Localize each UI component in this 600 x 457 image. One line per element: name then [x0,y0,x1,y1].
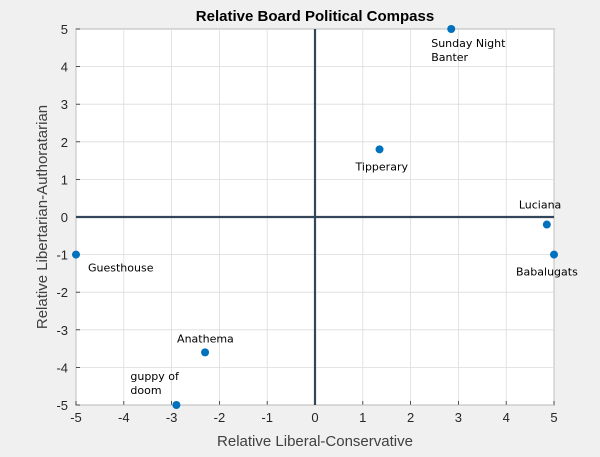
y-tick-label: 0 [61,210,68,225]
point-label: Babalugats [516,266,578,279]
x-axis-label: Relative Liberal-Conservative [217,433,413,450]
x-tick-label: 0 [311,410,318,425]
x-tick-label: -4 [118,410,130,425]
point-label: Sunday Night [431,37,506,50]
x-tick-label: 4 [503,410,510,425]
y-tick-label: 1 [61,172,68,187]
point-label: Guesthouse [88,262,154,275]
y-tick-label: -1 [56,248,68,263]
point-label: Tipperary [355,160,409,173]
y-tick-label: -3 [56,323,68,338]
x-tick-label: -3 [166,410,178,425]
axis-lines [76,29,554,405]
data-point [447,25,456,33]
data-point [542,220,551,229]
x-tick-label: -1 [261,410,273,425]
x-tick-label: 2 [407,410,414,425]
point-label: guppy of [130,370,180,383]
y-tick-label: 3 [61,97,68,112]
y-tick-label: 5 [61,22,68,37]
point-label: Luciana [519,199,561,212]
y-tick-label: -2 [56,285,68,300]
point-label: Banter [431,51,468,64]
data-point [172,401,181,409]
x-tick-labels: -5 -4 -3 -2 -1 0 1 2 3 4 5 [70,410,557,425]
data-point [72,250,80,259]
data-point [201,348,210,357]
y-tick-label: -5 [56,398,68,413]
point-label: doom [130,384,161,397]
x-tick-label: -2 [214,410,226,425]
y-tick-label: 4 [61,60,68,75]
y-tick-label: -4 [56,360,68,375]
y-tick-labels: -5 -4 -3 -2 -1 0 1 2 3 4 5 [56,22,68,413]
chart-title: Relative Board Political Compass [196,8,434,25]
x-tick-label: -5 [70,410,82,425]
y-tick-label: 2 [61,135,68,150]
x-tick-label: 1 [359,410,366,425]
y-axis-label: Relative Libertarian-Authoratarian [34,105,51,329]
data-point [550,250,558,259]
data-point [375,145,384,154]
x-tick-label: 5 [550,410,557,425]
data-points [72,25,558,409]
x-tick-label: 3 [455,410,462,425]
point-label: Anathema [177,332,234,345]
